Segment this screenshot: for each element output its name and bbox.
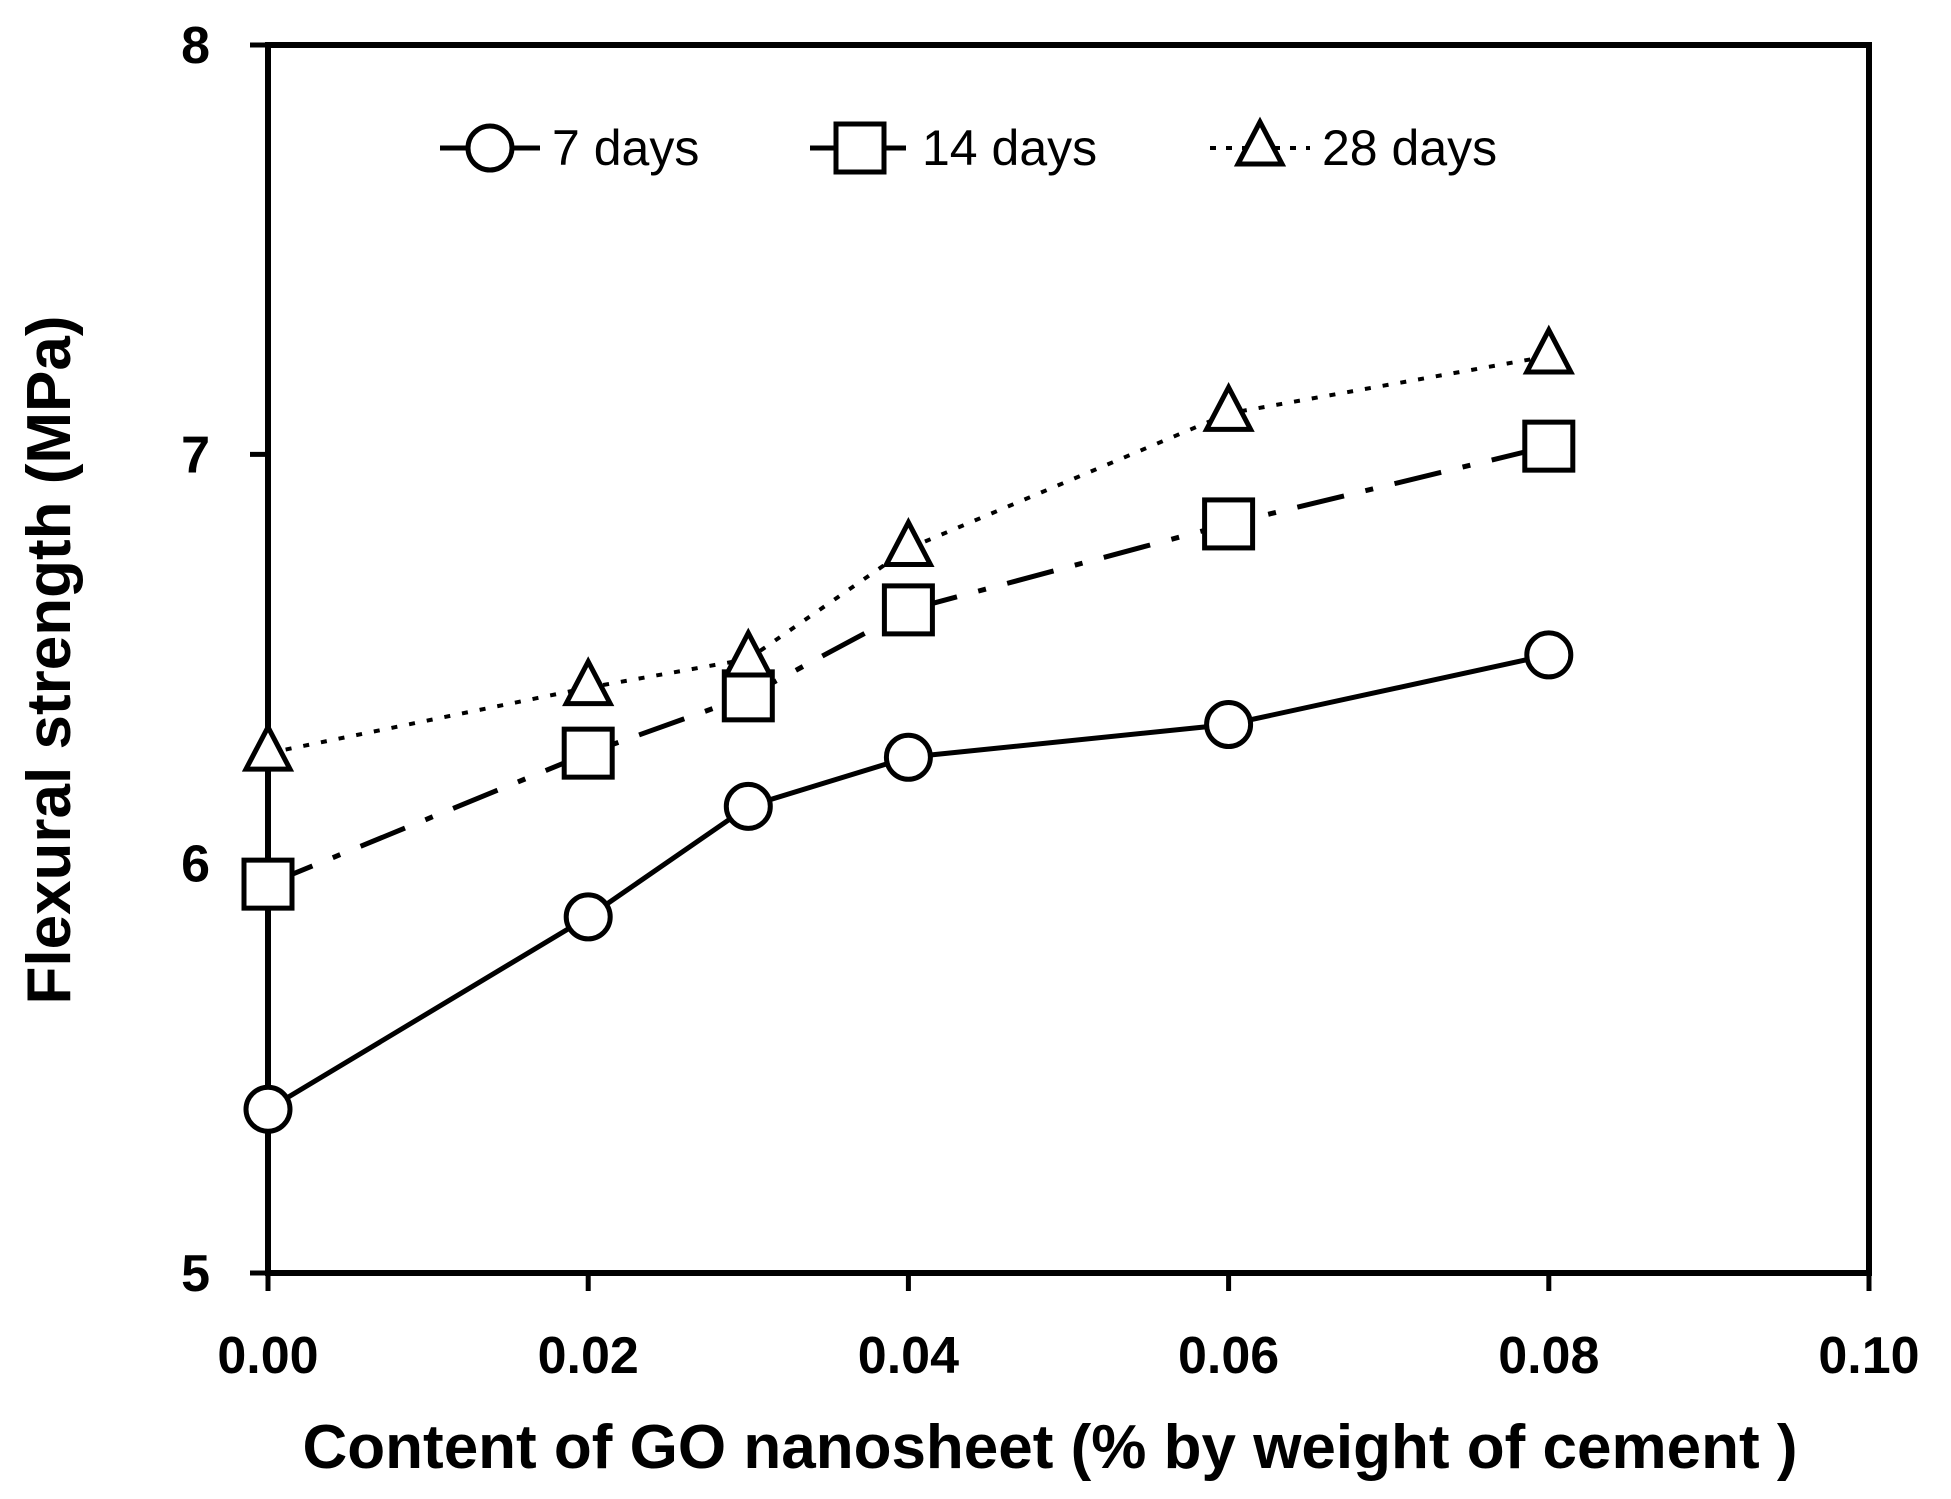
series-line	[267, 443, 1550, 887]
y-tick-label: 5	[181, 1245, 210, 1303]
data-point-square	[561, 726, 615, 780]
legend-marker-square	[833, 121, 887, 175]
data-point-circle	[723, 781, 773, 831]
x-tick-label: 0.10	[1818, 1327, 1919, 1385]
series-14-days	[241, 419, 1576, 911]
data-point-square	[721, 669, 775, 723]
plot-frame	[265, 42, 1872, 1276]
data-point-circle	[1204, 699, 1254, 749]
legend-marker-triangle	[1233, 116, 1287, 167]
x-tick-label: 0.00	[217, 1327, 318, 1385]
data-point-square	[241, 857, 295, 911]
data-point-circle	[1524, 630, 1574, 680]
series-line	[267, 354, 1550, 756]
series-7-days	[243, 630, 1574, 1134]
y-tick-label: 6	[181, 836, 210, 894]
data-point-square	[881, 583, 935, 637]
y-axis-title: Flexural strength (MPa)	[15, 316, 84, 1005]
data-point-triangle	[1202, 381, 1255, 432]
legend-label: 14 days	[922, 120, 1097, 176]
legend-label: 28 days	[1322, 120, 1497, 176]
x-tick-label: 0.08	[1498, 1327, 1599, 1385]
x-tick-label: 0.06	[1178, 1327, 1279, 1385]
data-point-square	[1202, 497, 1256, 551]
legend-marker-circle	[465, 123, 515, 173]
data-point-triangle	[562, 656, 615, 707]
legend-label: 7 days	[552, 120, 699, 176]
x-axis-title: Content of GO nanosheet (% by weight of …	[303, 1413, 1798, 1482]
x-tick-label: 0.02	[538, 1327, 639, 1385]
legend-item: 28 days	[1210, 116, 1497, 176]
series-line	[266, 652, 1550, 1112]
data-point-circle	[243, 1084, 293, 1134]
data-point-square	[1522, 419, 1576, 473]
data-point-triangle	[882, 517, 935, 567]
series-28-days	[241, 324, 1575, 772]
data-point-triangle	[722, 627, 775, 678]
data-point-triangle	[241, 721, 295, 772]
x-tick-label: 0.04	[858, 1327, 959, 1385]
data-point-triangle	[1522, 324, 1575, 375]
legend-item: 7 days	[440, 120, 699, 176]
data-point-circle	[563, 892, 613, 942]
y-tick-label: 8	[181, 17, 210, 75]
y-tick-label: 7	[181, 426, 210, 484]
legend-item: 14 days	[810, 120, 1097, 176]
data-point-circle	[883, 732, 933, 782]
legend: 7 days 14 days 28 days	[440, 116, 1497, 176]
